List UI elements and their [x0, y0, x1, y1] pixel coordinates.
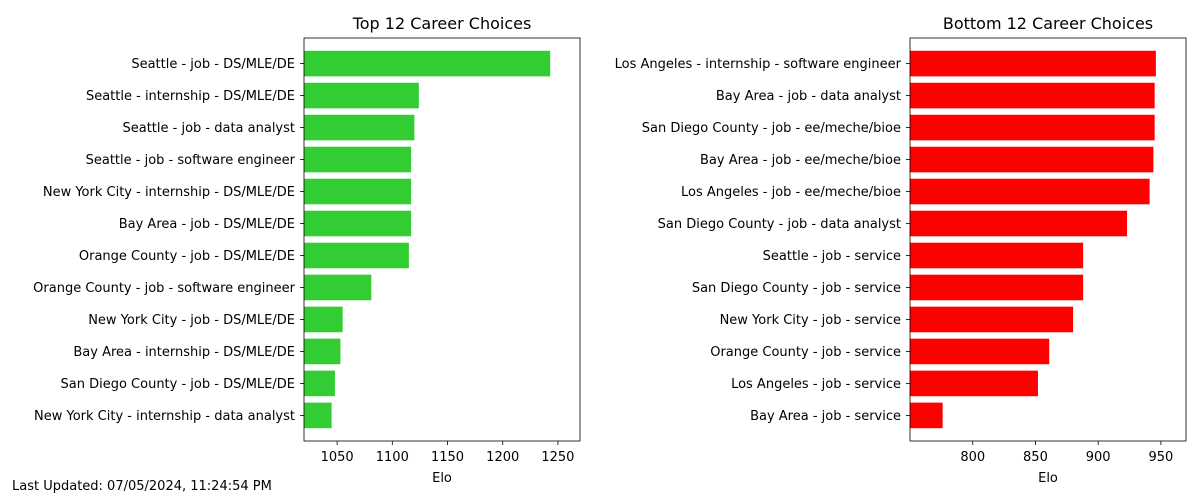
top-category-label-7: Orange County - job - software engineer — [33, 281, 295, 296]
top-bar-1 — [304, 82, 419, 109]
bottom-xtick-label-2: 900 — [1086, 450, 1111, 465]
bottom-bar-7 — [910, 274, 1084, 301]
top-xtick-label-1: 1100 — [376, 450, 409, 465]
bottom-category-label-8: New York City - job - service — [720, 313, 901, 328]
top-bar-5 — [304, 210, 412, 237]
top-axes-frame — [303, 37, 581, 442]
bottom-bar-0 — [910, 50, 1156, 77]
top-category-label-10: San Diego County - job - DS/MLE/DE — [61, 377, 296, 392]
bottom-category-label-1: Bay Area - job - data analyst — [716, 89, 901, 104]
top-category-label-6: Orange County - job - DS/MLE/DE — [79, 249, 295, 264]
top-bar-7 — [304, 274, 372, 301]
bottom-xtick-label-1: 850 — [1023, 450, 1048, 465]
bottom-axes-frame — [909, 37, 1187, 442]
bottom-bar-2 — [910, 114, 1155, 141]
bottom-category-label-10: Los Angeles - job - service — [731, 377, 901, 392]
top-category-label-9: Bay Area - internship - DS/MLE/DE — [73, 345, 295, 360]
bottom-category-label-11: Bay Area - job - service — [750, 409, 901, 424]
top-xtick-label-3: 1200 — [486, 450, 519, 465]
top-bar-11 — [304, 402, 332, 429]
bottom-chart-panel: Los Angeles - internship - software engi… — [615, 14, 1187, 486]
bottom-bar-8 — [910, 306, 1074, 333]
bottom-bar-1 — [910, 82, 1155, 109]
bottom-xtick-label-3: 950 — [1148, 450, 1173, 465]
bottom-bar-4 — [910, 178, 1150, 205]
bottom-bar-6 — [910, 242, 1084, 269]
top-category-label-3: Seattle - job - software engineer — [86, 153, 296, 168]
top-category-label-11: New York City - internship - data analys… — [34, 409, 295, 424]
top-category-label-1: Seattle - internship - DS/MLE/DE — [86, 89, 295, 104]
top-category-label-0: Seattle - job - DS/MLE/DE — [131, 57, 295, 72]
top-bar-10 — [304, 370, 335, 397]
bottom-category-label-6: Seattle - job - service — [763, 249, 901, 264]
bottom-bar-10 — [910, 370, 1038, 397]
top-bar-6 — [304, 242, 409, 269]
bottom-category-label-3: Bay Area - job - ee/meche/bioe — [700, 153, 901, 168]
top-category-label-4: New York City - internship - DS/MLE/DE — [43, 185, 295, 200]
bottom-xtick-label-0: 800 — [960, 450, 985, 465]
top-xtick-label-2: 1150 — [431, 450, 464, 465]
bottom-category-label-2: San Diego County - job - ee/meche/bioe — [642, 121, 901, 136]
top-category-label-8: New York City - job - DS/MLE/DE — [88, 313, 295, 328]
bottom-category-label-5: San Diego County - job - data analyst — [658, 217, 901, 232]
bottom-category-label-9: Orange County - job - service — [710, 345, 901, 360]
bottom-category-label-0: Los Angeles - internship - software engi… — [615, 57, 902, 72]
top-chart-title: Top 12 Career Choices — [352, 14, 532, 33]
top-bar-0 — [304, 50, 551, 77]
top-chart-panel: Seattle - job - DS/MLE/DE Seattle - inter… — [33, 14, 581, 486]
bottom-bar-9 — [910, 338, 1050, 365]
last-updated-text: Last Updated: 07/05/2024, 11:24:54 PM — [12, 479, 272, 494]
top-bar-3 — [304, 146, 412, 173]
bottom-bar-3 — [910, 146, 1154, 173]
top-bar-4 — [304, 178, 412, 205]
top-category-label-5: Bay Area - job - DS/MLE/DE — [119, 217, 295, 232]
bottom-bar-5 — [910, 210, 1128, 237]
top-xtick-label-4: 1250 — [541, 450, 574, 465]
top-bar-9 — [304, 338, 341, 365]
bottom-category-label-7: San Diego County - job - service — [692, 281, 901, 296]
top-bar-2 — [304, 114, 415, 141]
bottom-x-axis-label: Elo — [1038, 471, 1058, 486]
top-category-label-2: Seattle - job - data analyst — [122, 121, 295, 136]
top-xtick-label-0: 1050 — [321, 450, 354, 465]
top-bar-8 — [304, 306, 343, 333]
bottom-category-label-4: Los Angeles - job - ee/meche/bioe — [681, 185, 901, 200]
bottom-bar-11 — [910, 402, 943, 429]
top-x-axis-label: Elo — [432, 471, 452, 486]
bottom-chart-title: Bottom 12 Career Choices — [943, 14, 1153, 33]
